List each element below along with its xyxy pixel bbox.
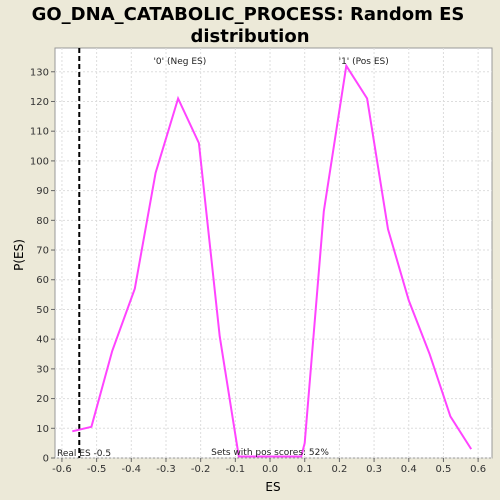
y-axis-ticks: 0 10 20 30 40 50 60 70 80 90 100 110 120 130: [30, 67, 55, 465]
y-tick-label: 70: [36, 246, 49, 257]
x-tick-label: 0.2: [331, 464, 347, 475]
real-es-label: Real ES -0.5: [57, 449, 111, 459]
x-tick-label: -0.5: [87, 464, 107, 475]
pos-es-label: '1' (Pos ES): [339, 57, 389, 67]
x-tick-label: 0.6: [470, 464, 486, 475]
y-tick-label: 120: [30, 97, 49, 108]
y-tick-label: 50: [36, 305, 49, 316]
y-tick-label: 40: [36, 335, 49, 346]
y-tick-label: 80: [36, 216, 49, 227]
x-tick-label: -0.1: [226, 464, 246, 475]
chart-title-line2: distribution: [190, 26, 309, 47]
neg-es-label: '0' (Neg ES): [153, 57, 206, 67]
x-tick-label: -0.6: [52, 464, 72, 475]
y-tick-label: 100: [30, 156, 49, 167]
y-tick-label: 110: [30, 127, 49, 138]
x-axis-ticks: -0.6 -0.5 -0.4 -0.3 -0.2 -0.1 0.0 0.1 0.2 0.3 0.4 0…: [52, 458, 486, 475]
y-tick-label: 90: [36, 186, 49, 197]
y-tick-label: 30: [36, 364, 49, 375]
x-tick-label: 0.5: [435, 464, 451, 475]
x-tick-label: -0.4: [122, 464, 142, 475]
x-tick-label: 0.4: [401, 464, 417, 475]
x-axis-label: ES: [265, 480, 280, 494]
y-tick-label: 20: [36, 394, 49, 405]
x-tick-label: -0.3: [156, 464, 176, 475]
x-tick-label: 0.1: [297, 464, 313, 475]
x-tick-label: 0.0: [262, 464, 278, 475]
es-distribution-line: [72, 63, 473, 458]
y-tick-label: 0: [43, 454, 49, 465]
y-axis-label: P(ES): [12, 239, 26, 271]
y-tick-label: 130: [30, 67, 49, 78]
sets-pos-scores-label: Sets with pos scores: 52%: [211, 448, 329, 458]
y-tick-label: 10: [36, 424, 49, 435]
plot-area: [54, 47, 493, 459]
x-tick-label: 0.3: [366, 464, 382, 475]
y-tick-label: 60: [36, 275, 49, 286]
x-tick-label: -0.2: [191, 464, 211, 475]
chart-title-line1: GO_DNA_CATABOLIC_PROCESS: Random ES: [32, 4, 465, 25]
